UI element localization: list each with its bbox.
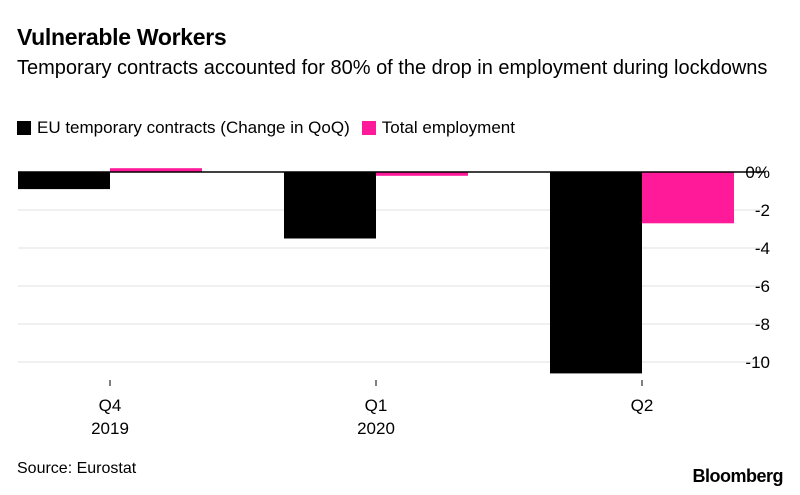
x-tick-label-quarter: Q4 [99,396,122,415]
y-tick-label: -2 [755,201,770,220]
legend-swatch-total [361,121,376,135]
bar-temporary-contracts [18,172,110,190]
x-tick-label-quarter: Q1 [365,396,388,415]
legend-item-temporary: EU temporary contracts (Change in QoQ) [17,118,350,138]
y-tick-label: -8 [755,315,770,334]
legend-label-temporary: EU temporary contracts (Change in QoQ) [37,118,350,137]
source-note: Source: Eurostat [17,460,137,477]
bar-temporary-contracts [284,172,376,239]
y-tick-label: -6 [755,277,770,296]
legend-label-total: Total employment [381,118,515,137]
bar-temporary-contracts [550,172,642,374]
y-tick-label: -10 [745,353,770,372]
x-tick-label-quarter: Q2 [631,396,654,415]
chart-title: Vulnerable Workers [17,24,227,50]
bloomberg-logo: Bloomberg [692,466,783,486]
legend-item-total: Total employment [361,118,515,138]
legend-swatch-temporary [17,121,31,135]
bar-total-employment [642,172,734,224]
y-tick-label: -4 [755,239,770,258]
chart-subtitle: Temporary contracts accounted for 80% of… [17,57,768,79]
x-tick-label-year: 2019 [91,419,129,438]
legend: EU temporary contracts (Change in QoQ) T… [17,118,527,138]
x-tick-label-year: 2020 [357,419,395,438]
bar-total-employment [110,168,202,172]
bar-total-employment [376,172,468,176]
